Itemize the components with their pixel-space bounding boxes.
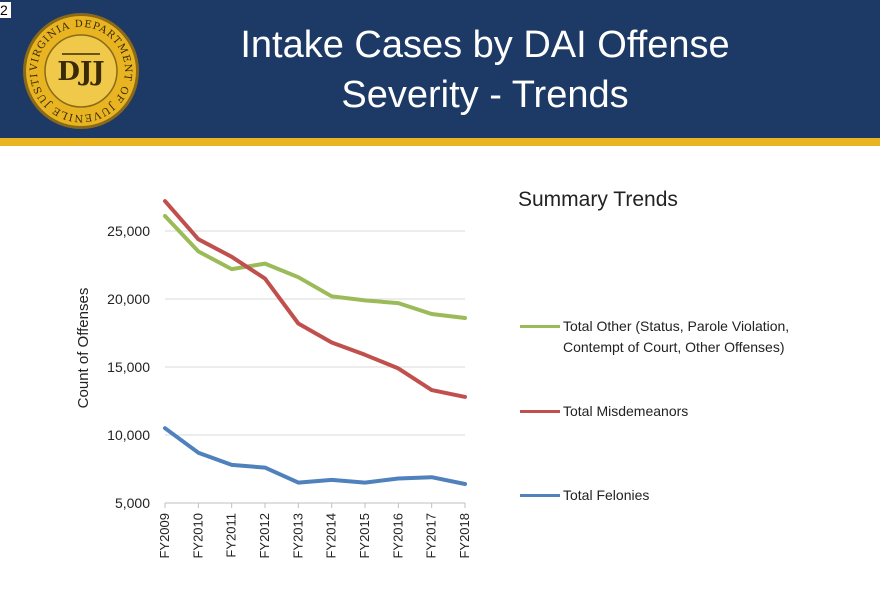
x-tick-label: FY2010 (190, 513, 205, 559)
series-line (163, 214, 467, 320)
legend-label-line: Total Felonies (563, 487, 650, 503)
slide-title: Intake Cases by DAI Offense Severity - T… (170, 20, 800, 120)
y-axis-label: Count of Offenses (75, 288, 92, 409)
legend-label: Total Misdemeanors (563, 401, 688, 422)
title-line-1: Intake Cases by DAI Offense (240, 24, 730, 66)
seal-monogram: DJJ (57, 57, 104, 87)
legend-label: Total Other (Status, Parole Violation, Co… (563, 316, 789, 358)
header-accent-bar (0, 138, 880, 146)
y-tick-label: 10,000 (107, 427, 150, 443)
x-tick-label: FY2014 (324, 513, 339, 559)
legend-title: Summary Trends (518, 188, 678, 211)
x-tick-label: FY2009 (157, 513, 172, 559)
legend-swatch (520, 410, 560, 413)
y-tick-label: 20,000 (107, 291, 150, 307)
legend-swatch (520, 494, 560, 497)
chart-gridlines (165, 230, 465, 504)
seal-inner (44, 34, 118, 108)
x-tick-label: FY2018 (457, 513, 472, 559)
djj-seal-logo: VIRGINIA DEPARTMENT OF JUVENILE JUSTICE … (22, 12, 139, 129)
slide-header: VIRGINIA DEPARTMENT OF JUVENILE JUSTICE … (0, 0, 880, 138)
slide-number: 2 (0, 2, 11, 18)
x-tick-label: FY2011 (224, 513, 239, 558)
x-tick-label: FY2017 (424, 513, 439, 559)
x-axis-ticks: FY2009 FY2010 FY2011 FY2012 FY2013 FY2014 FY20… (157, 503, 472, 559)
series-line (163, 199, 467, 399)
y-tick-label: 5,000 (115, 495, 150, 511)
y-tick-label: 25,000 (107, 223, 150, 239)
legend-label: Total Felonies (563, 485, 649, 506)
legend-label-line: Contempt of Court, Other Offenses) (563, 339, 785, 355)
chart-series (163, 199, 467, 486)
x-tick-label: FY2015 (357, 513, 372, 559)
x-tick-label: FY2016 (390, 513, 405, 559)
x-tick-label: FY2013 (290, 513, 305, 559)
x-tick-label: FY2012 (257, 513, 272, 559)
series-line (163, 426, 467, 486)
y-axis-ticks: 5,000 10,000 15,000 20,000 25,000 (107, 223, 150, 511)
title-line-2: Severity - Trends (341, 74, 629, 116)
legend-label-line: Total Misdemeanors (563, 403, 689, 419)
y-tick-label: 15,000 (107, 359, 150, 375)
legend-label-line: Total Other (Status, Parole Violation, (563, 318, 790, 334)
legend-swatch (520, 325, 560, 328)
